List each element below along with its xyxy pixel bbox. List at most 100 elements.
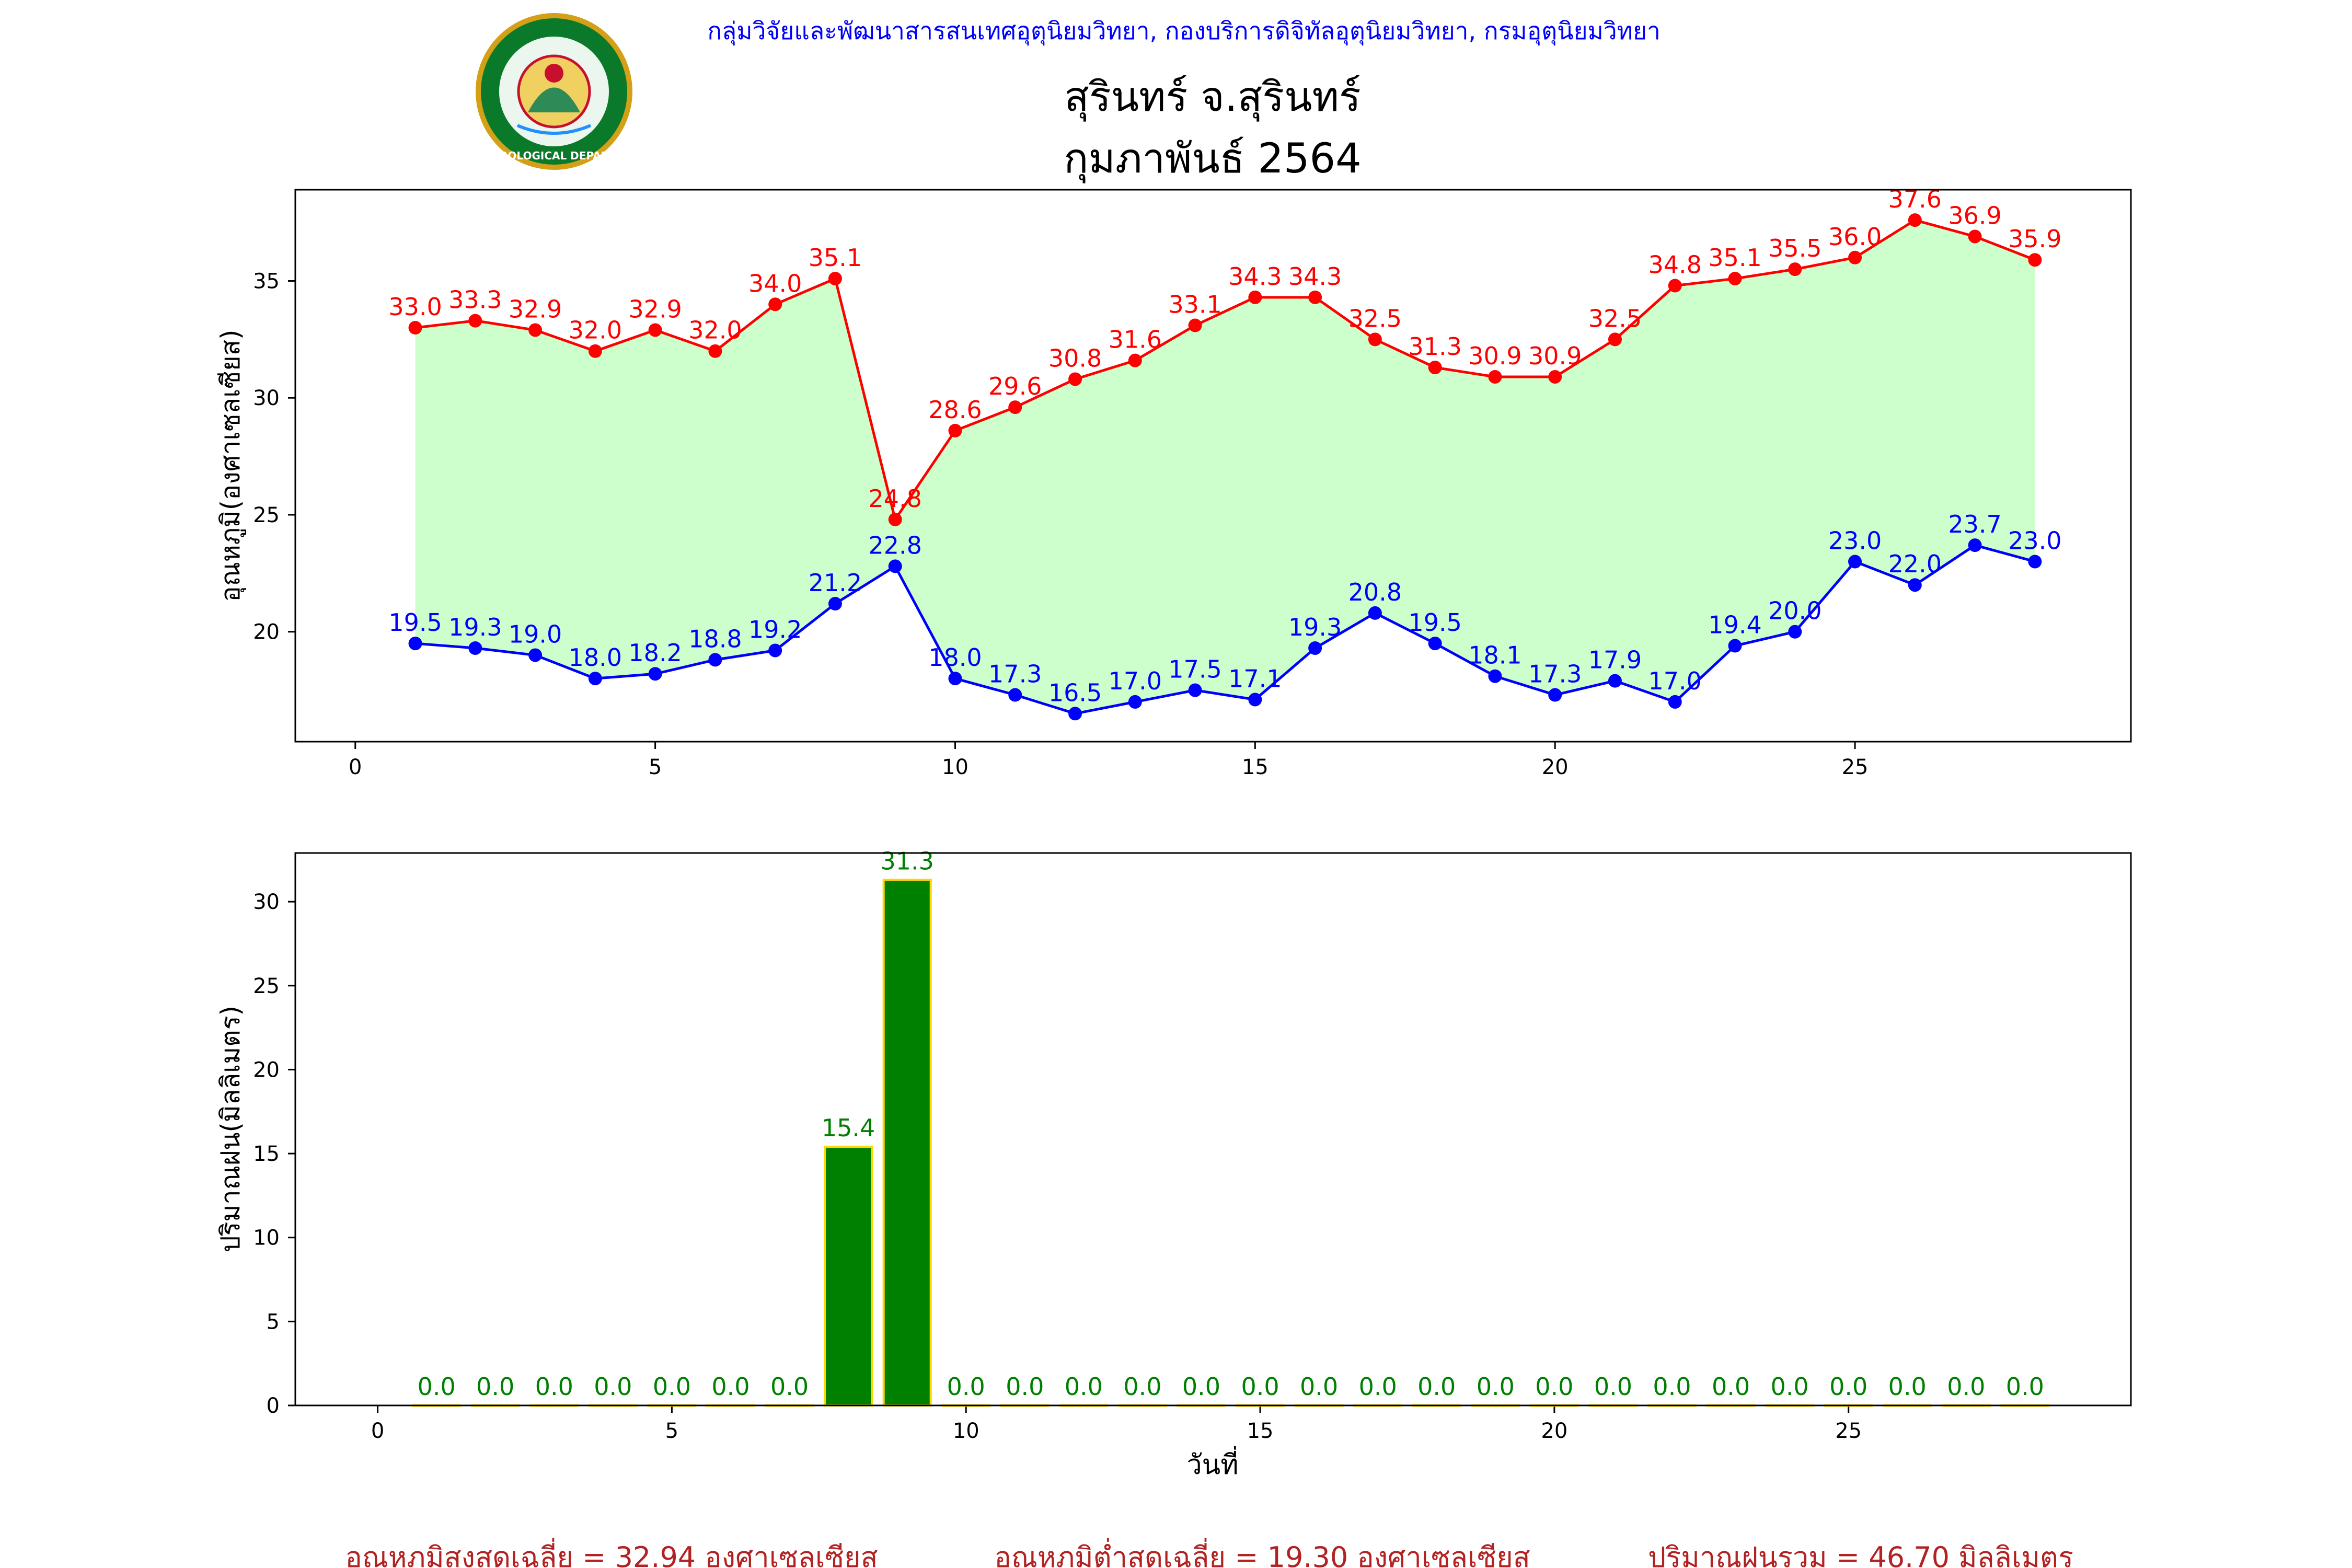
temperature-max-point [1308, 290, 1322, 304]
rainfall-value-label: 0.0 [594, 1373, 632, 1401]
rainfall-plot-frame [294, 852, 2132, 1406]
rainfall-xtick-label: 0 [371, 1419, 384, 1443]
chart-title: สุรินทร์ จ.สุรินทร์ [1064, 74, 1361, 122]
temperature-max-label: 29.6 [988, 372, 1042, 400]
temperature-max-label: 35.1 [809, 244, 862, 272]
temperature-min-label: 19.5 [1408, 608, 1461, 637]
temperature-fill-area [415, 220, 2035, 714]
rainfall-value-label: 0.0 [653, 1373, 691, 1401]
rainfall-value-label: 0.0 [770, 1373, 809, 1401]
temperature-min-point [408, 637, 422, 651]
temperature-max-point [1488, 370, 1502, 384]
temperature-max-label: 28.6 [928, 396, 982, 424]
temperature-max-label: 34.3 [1228, 262, 1282, 291]
rainfall-bar [824, 1146, 873, 1407]
temperature-min-label: 18.0 [569, 643, 622, 672]
temperature-min-label: 23.7 [1948, 510, 2001, 538]
chart-subtitle: กุมภาพันธ์ 2564 [1064, 135, 1362, 183]
temperature-max-label: 32.5 [1588, 304, 1642, 332]
temperature-min-line [415, 544, 2036, 715]
temperature-xtick-label: 10 [942, 755, 969, 779]
temperature-max-point [708, 344, 722, 358]
temperature-ytick-label: 35 [253, 270, 280, 294]
temperature-ytick-label: 25 [253, 503, 280, 527]
temperature-max-point [1728, 272, 1742, 286]
temperature-min-point [1848, 555, 1862, 569]
temperature-min-label: 19.5 [388, 608, 442, 637]
temperature-max-label: 32.9 [509, 295, 562, 323]
rainfall-value-label: 0.0 [1712, 1373, 1750, 1401]
temperature-max-label: 35.9 [2008, 225, 2061, 253]
temperature-min-point [1548, 688, 1562, 702]
avg-min-temperature: อุณหภูมิต่ำสุดเฉลี่ย = 19.30 องศาเซลเซีย… [994, 1538, 1530, 1568]
rainfall-value-label: 0.0 [1300, 1373, 1338, 1401]
temperature-min-point [768, 643, 782, 658]
temperature-min-label: 19.3 [448, 613, 502, 641]
rainfall-value-label: 0.0 [947, 1373, 985, 1401]
temperature-min-label: 21.2 [809, 569, 862, 597]
temperature-ylabel: อุณหภูมิ(องศาเซลเซียส) [215, 329, 246, 602]
temperature-max-label: 24.8 [869, 485, 922, 513]
rainfall-xtick-label: 25 [1835, 1419, 1862, 1443]
temperature-min-label: 18.8 [688, 625, 742, 653]
temperature-min-point [528, 648, 543, 662]
avg-max-temperature: อุณหภูมิสูงสุดเฉลี่ย = 32.94 องศาเซลเซีย… [345, 1538, 878, 1568]
temperature-min-point [1668, 695, 1682, 709]
temperature-min-point [1248, 693, 1262, 707]
rainfall-value-label: 0.0 [1123, 1373, 1161, 1401]
temperature-max-point [1008, 400, 1022, 414]
rainfall-value-label: 31.3 [880, 847, 933, 875]
temperature-max-point [2028, 253, 2042, 267]
temperature-min-label: 19.0 [509, 620, 562, 648]
temperature-max-point [528, 323, 543, 337]
temperature-max-point [1368, 332, 1382, 347]
temperature-min-label: 19.4 [1708, 611, 1761, 639]
temperature-min-point [1488, 669, 1502, 683]
temperature-ytick-label: 30 [253, 386, 280, 410]
temperature-min-label: 18.0 [928, 643, 982, 672]
rainfall-value-label: 0.0 [1417, 1373, 1456, 1401]
temperature-min-label: 20.0 [1768, 597, 1821, 625]
temperature-min-point [828, 597, 842, 610]
temperature-max-point [1608, 332, 1622, 347]
temperature-xtick-label: 20 [1542, 755, 1569, 779]
rainfall-axes: 0 5 10 15 20 25 0 5 10 15 20 25 30 [253, 890, 1862, 1443]
temperature-min-point [948, 672, 962, 686]
temperature-max-point [888, 512, 902, 526]
temperature-min-point [1428, 637, 1442, 651]
temperature-max-point [1188, 318, 1202, 332]
temperature-max-label: 34.0 [748, 269, 802, 297]
rainfall-value-label: 0.0 [1359, 1373, 1397, 1401]
rainfall-value-label: 0.0 [1653, 1373, 1691, 1401]
temperature-max-label: 32.9 [628, 295, 682, 323]
temperature-marks: 33.0 33.3 32.932.032.932.034.035.124.828.6… [388, 185, 2062, 721]
temperature-max-label: 32.5 [1348, 304, 1402, 332]
rainfall-ytick-label: 5 [267, 1310, 280, 1334]
temperature-max-point [1668, 279, 1682, 293]
temperature-plot-frame [294, 189, 2132, 743]
temperature-min-label: 17.3 [988, 660, 1042, 688]
rainfall-value-label: 0.0 [1006, 1373, 1044, 1401]
temperature-max-line [415, 218, 2036, 523]
temperature-max-point [648, 323, 662, 337]
temperature-min-point [648, 667, 662, 681]
rainfall-value-label: 0.0 [1829, 1373, 1867, 1401]
temperature-min-point [468, 641, 482, 655]
temperature-max-label: 34.3 [1288, 262, 1342, 291]
rainfall-ytick-label: 15 [253, 1142, 280, 1166]
temperature-min-label: 16.5 [1048, 678, 1102, 707]
seal-text: METEOROLOGICAL DEPARTMENT [459, 149, 649, 162]
rainfall-value-label: 0.0 [418, 1373, 456, 1401]
temperature-min-point [1128, 695, 1142, 709]
temperature-min-point [1068, 707, 1082, 721]
temperature-max-point [1128, 353, 1142, 367]
rainfall-marks: 0.0 0.0 0.0 0.0 0.0 0.0 0.0 15.4 31.3 0.0 0.0 0.0 0.… [412, 847, 2050, 1407]
temperature-max-label: 33.0 [388, 293, 442, 321]
meteorological-department-seal-icon: METEOROLOGICAL DEPARTMENT [459, 13, 649, 170]
temperature-xtick-label: 15 [1242, 755, 1269, 779]
temperature-min-label: 18.1 [1468, 641, 1521, 670]
rainfall-xtick-label: 15 [1247, 1419, 1274, 1443]
temperature-min-point [1008, 688, 1022, 702]
